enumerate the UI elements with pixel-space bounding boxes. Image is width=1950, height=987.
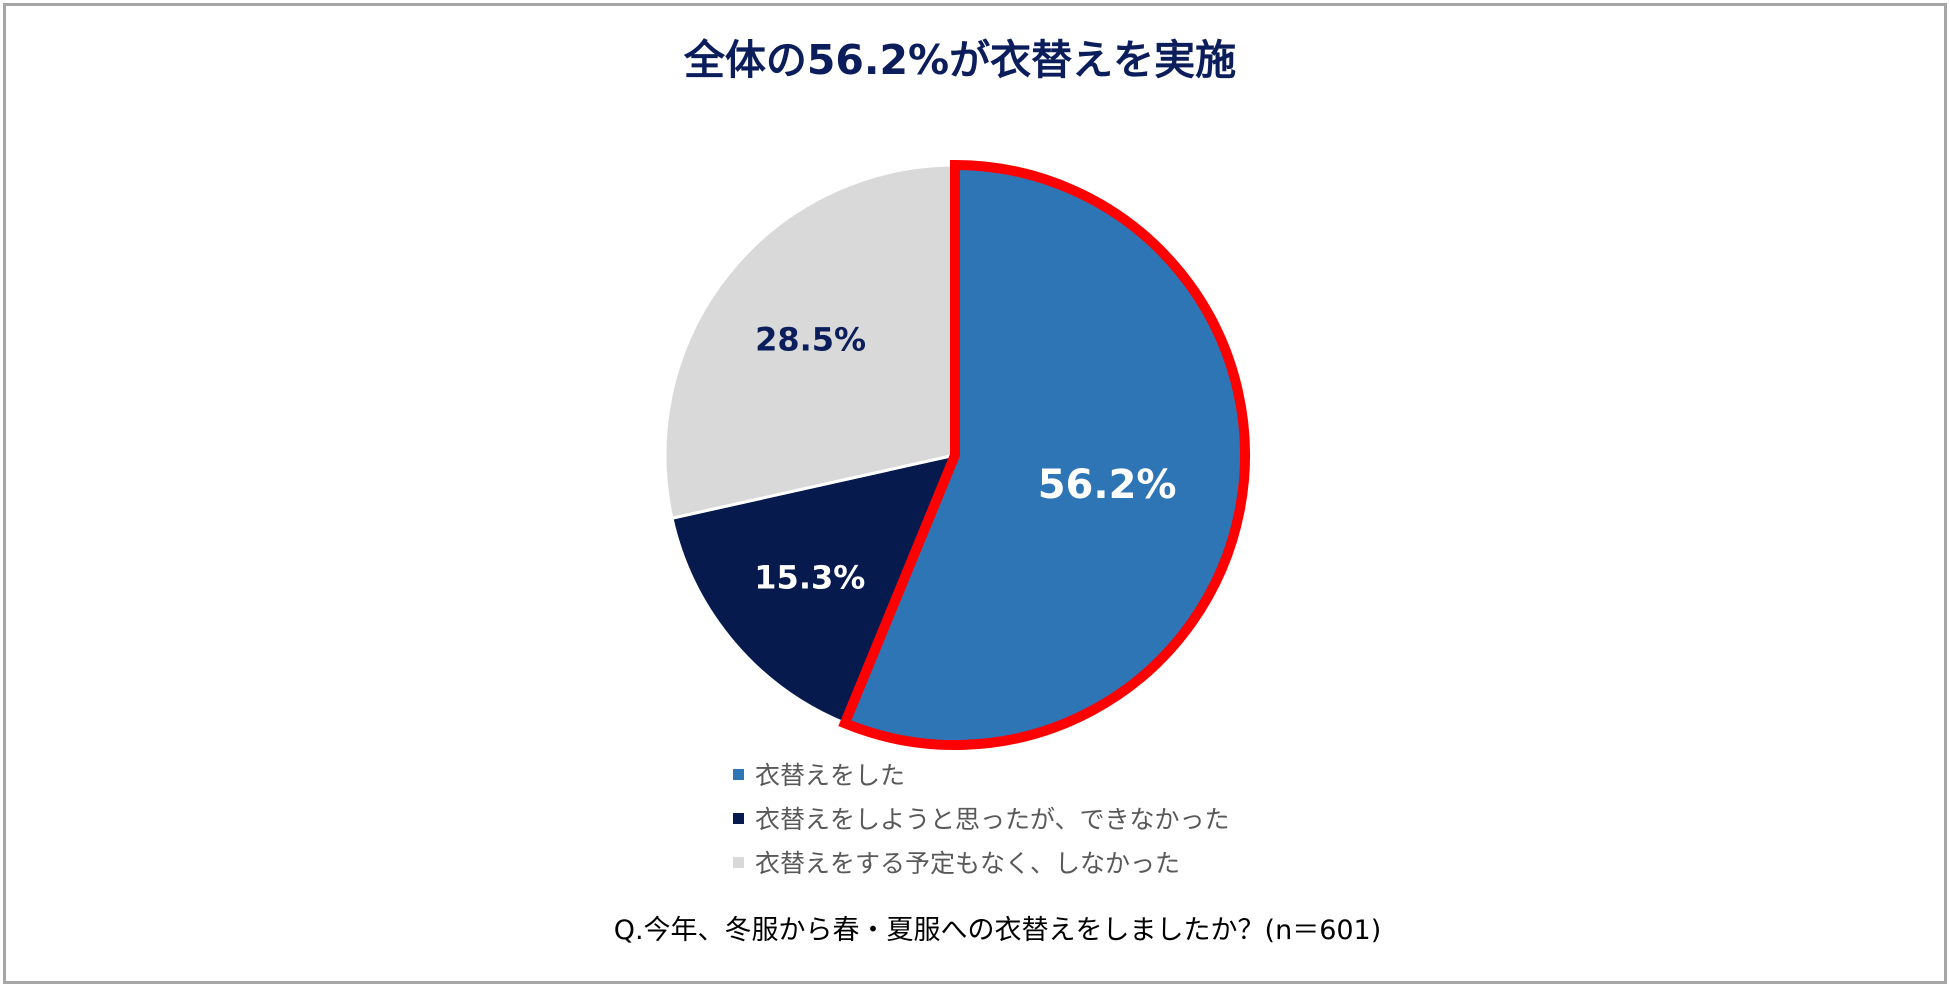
pie-slices: [663, 163, 1247, 747]
pie-highlight: [838, 159, 1250, 750]
legend-item-could-not: 衣替えをしようと思ったが、できなかった: [733, 796, 1230, 840]
pie-slice-could-not: [670, 452, 958, 726]
survey-question: Q.今年、冬服から春・夏服への衣替えをしましたか？(n＝601): [613, 915, 1382, 946]
pie-slice-did-not: [663, 163, 957, 521]
legend-swatch-could-not: [733, 812, 744, 824]
pie-value-label-did-change: 56.2%: [1038, 462, 1177, 508]
legend-label-did-change: 衣替えをした: [755, 761, 906, 790]
legend-item-did-change: 衣替えをした: [733, 752, 1230, 796]
legend: 衣替えをした 衣替えをしようと思ったが、できなかった 衣替えをする予定もなく、し…: [733, 752, 1230, 884]
legend-label-did-not: 衣替えをする予定もなく、しなかった: [755, 849, 1181, 878]
legend-swatch-did-not: [733, 856, 744, 868]
pie-slice-highlight-outline: [838, 159, 1250, 750]
pie-value-labels: 56.2% 15.3% 28.5%: [754, 320, 1176, 596]
chart-title: 全体の56.2%が衣替えを実施: [683, 36, 1237, 84]
legend-item-did-not: 衣替えをする予定もなく、しなかった: [733, 840, 1230, 884]
pie-value-label-could-not: 15.3%: [754, 559, 865, 597]
legend-swatch-did-change: [733, 768, 744, 780]
legend-label-could-not: 衣替えをしようと思ったが、できなかった: [755, 805, 1230, 834]
pie-value-label-did-not: 28.5%: [755, 320, 866, 358]
